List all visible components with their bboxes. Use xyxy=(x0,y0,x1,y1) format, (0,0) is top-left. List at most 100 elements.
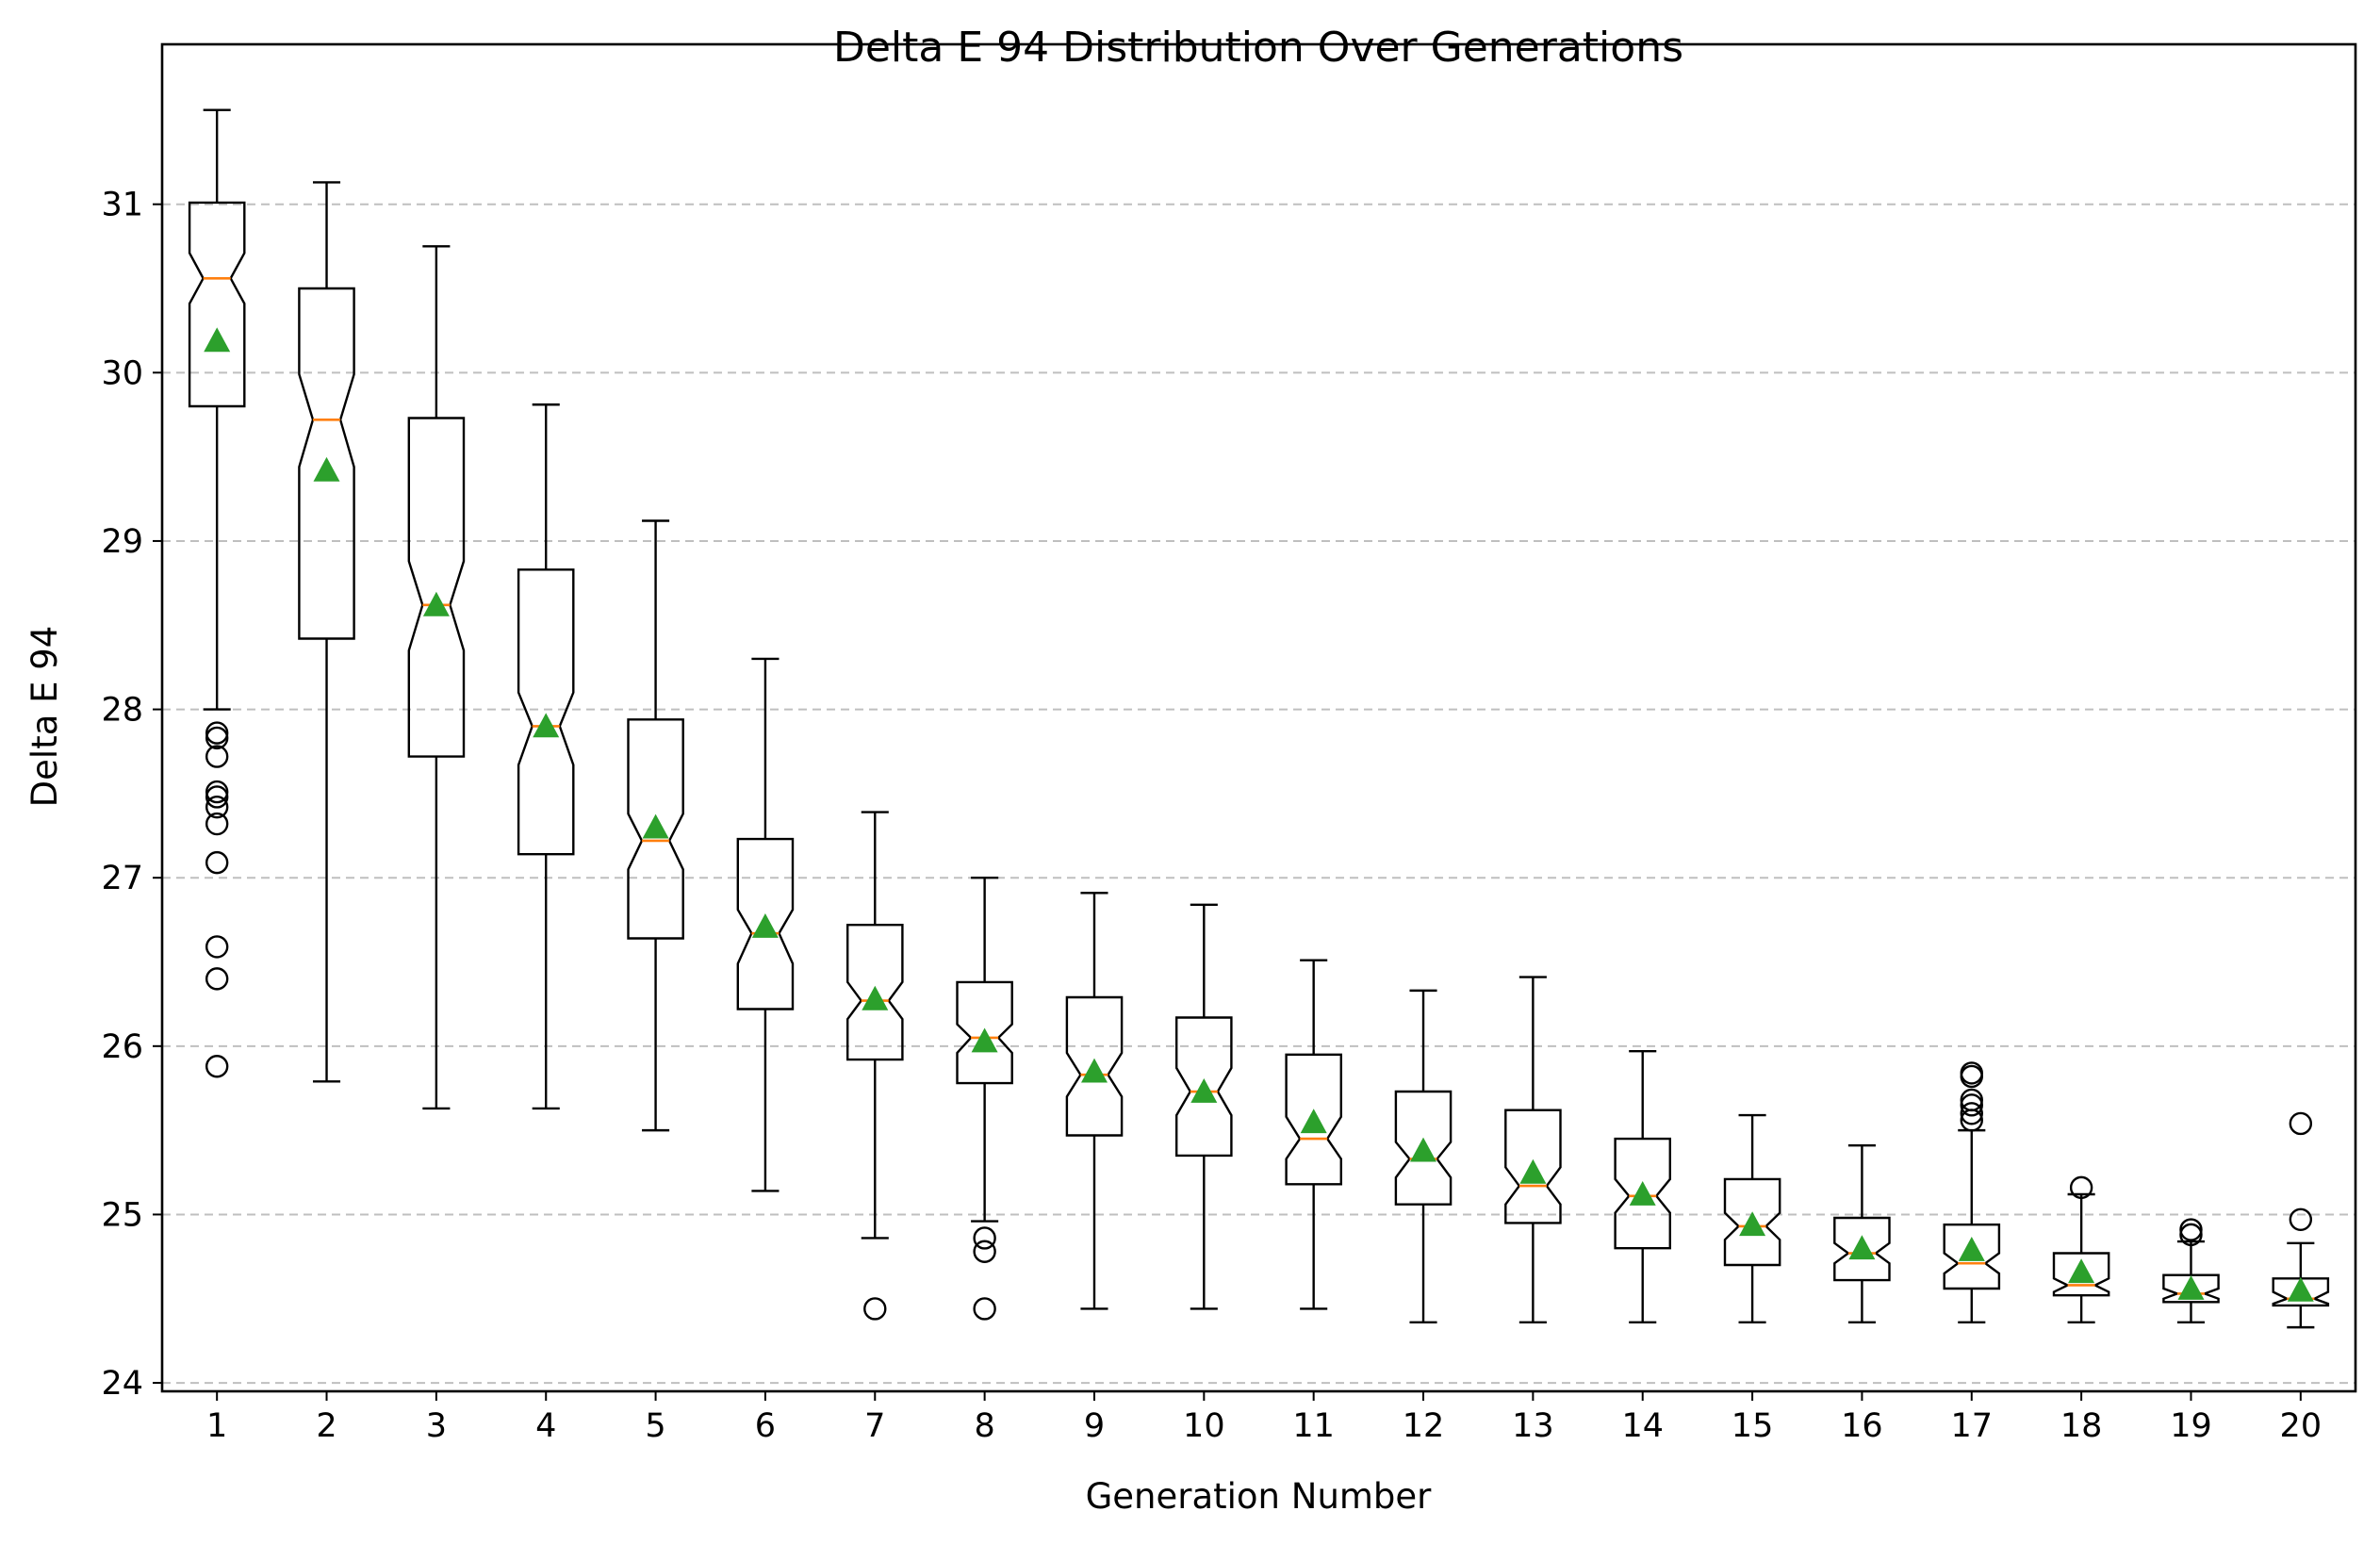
outlier-point xyxy=(205,1055,229,1078)
outlier-point xyxy=(973,1297,996,1321)
mean-marker xyxy=(2068,1258,2095,1284)
outlier-point xyxy=(1960,1061,1983,1085)
box-group xyxy=(1174,903,1233,1310)
box-layer xyxy=(188,108,2330,1329)
x-tick-label: 6 xyxy=(755,1407,776,1445)
mean-marker xyxy=(1410,1137,1436,1162)
box-group xyxy=(407,245,466,1110)
outlier-point xyxy=(205,726,229,750)
mean-marker xyxy=(533,713,560,738)
y-axis-label: Delta E 94 xyxy=(25,626,65,808)
x-tick-label: 16 xyxy=(1841,1407,1883,1445)
box-group xyxy=(846,811,904,1321)
box-group xyxy=(736,657,795,1192)
outlier-point xyxy=(205,812,229,836)
notched-box xyxy=(1394,1090,1453,1206)
y-tick-label: 27 xyxy=(101,860,143,897)
y-tick-label: 25 xyxy=(101,1196,143,1234)
outlier-point xyxy=(863,1297,887,1321)
notched-box xyxy=(407,417,466,758)
y-tick-label: 28 xyxy=(101,692,143,730)
mean-marker xyxy=(751,913,779,938)
notched-box xyxy=(2272,1277,2330,1307)
notched-box xyxy=(517,568,575,856)
outlier-point xyxy=(205,780,229,804)
notched-box xyxy=(956,980,1013,1085)
mean-marker xyxy=(2287,1276,2314,1302)
mean-marker xyxy=(1519,1158,1547,1184)
outlier-point xyxy=(2289,1207,2313,1232)
x-tick-label: 13 xyxy=(1512,1407,1554,1445)
x-tick-label: 2 xyxy=(316,1407,336,1445)
outlier-point xyxy=(2179,1218,2203,1241)
x-tick-label: 15 xyxy=(1732,1407,1774,1445)
mean-marker xyxy=(1300,1109,1327,1134)
x-tick-label: 4 xyxy=(535,1407,556,1445)
box-group xyxy=(188,108,246,1078)
box-group xyxy=(517,403,575,1110)
box-group xyxy=(1065,892,1124,1310)
notched-box xyxy=(2052,1252,2110,1297)
chart-title: Delta E 94 Distribution Over Generations xyxy=(833,24,1683,72)
notched-box xyxy=(1723,1177,1781,1267)
y-tick-label: 31 xyxy=(101,187,143,224)
x-tick-label: 5 xyxy=(645,1407,665,1445)
mean-marker xyxy=(862,985,889,1010)
mean-marker xyxy=(1848,1235,1876,1260)
notched-box xyxy=(846,924,904,1061)
outlier-point xyxy=(973,1240,996,1263)
box-group xyxy=(298,181,355,1083)
x-tick-label: 9 xyxy=(1084,1407,1105,1445)
box-group xyxy=(2052,1175,2110,1323)
box-group xyxy=(2272,1111,2330,1329)
y-tick-label: 30 xyxy=(101,354,143,392)
outlier-point xyxy=(2069,1175,2093,1200)
outlier-point xyxy=(205,850,229,875)
mean-marker xyxy=(1739,1211,1766,1237)
outlier-point xyxy=(2289,1111,2313,1136)
x-tick-label: 12 xyxy=(1403,1407,1445,1445)
box-group xyxy=(1943,1061,2001,1323)
box-group xyxy=(1394,989,1453,1323)
x-tick-label: 18 xyxy=(2060,1407,2103,1445)
notched-box xyxy=(1065,995,1124,1137)
x-tick-label: 3 xyxy=(426,1407,447,1445)
mean-marker xyxy=(1190,1078,1218,1103)
notched-box xyxy=(736,837,795,1010)
outlier-point xyxy=(205,935,229,959)
notched-box xyxy=(298,287,355,640)
x-tick-label: 1 xyxy=(206,1407,227,1445)
notched-box xyxy=(1614,1137,1672,1250)
x-tick-label: 11 xyxy=(1292,1407,1335,1445)
outlier-point xyxy=(205,745,229,768)
box-group xyxy=(627,519,684,1132)
outlier-point xyxy=(973,1226,996,1250)
x-tick-label: 19 xyxy=(2170,1407,2212,1445)
outlier-point xyxy=(205,795,229,819)
outlier-point xyxy=(205,721,229,745)
y-tick-label: 26 xyxy=(101,1028,143,1066)
y-tick-label: 29 xyxy=(101,523,143,561)
mean-marker xyxy=(204,327,231,353)
notched-box xyxy=(2162,1273,2220,1304)
notched-box xyxy=(1833,1216,1891,1282)
outlier-point xyxy=(1960,1088,1983,1112)
outlier-point xyxy=(205,785,229,809)
x-tick-label: 20 xyxy=(2280,1407,2323,1445)
outlier-point xyxy=(205,967,229,991)
box-group xyxy=(1723,1113,1781,1323)
notched-box xyxy=(1504,1109,1562,1224)
x-tick-label: 17 xyxy=(1951,1407,1994,1445)
mean-marker xyxy=(1629,1181,1656,1206)
notched-box xyxy=(627,718,684,940)
mean-marker xyxy=(313,456,340,482)
box-group xyxy=(956,876,1013,1321)
mean-marker xyxy=(642,813,669,839)
notched-box xyxy=(1174,1016,1233,1158)
grid-layer xyxy=(162,203,2355,1385)
x-tick-label: 14 xyxy=(1621,1407,1664,1445)
mean-marker xyxy=(422,591,450,616)
axes-frame xyxy=(160,42,2357,1393)
